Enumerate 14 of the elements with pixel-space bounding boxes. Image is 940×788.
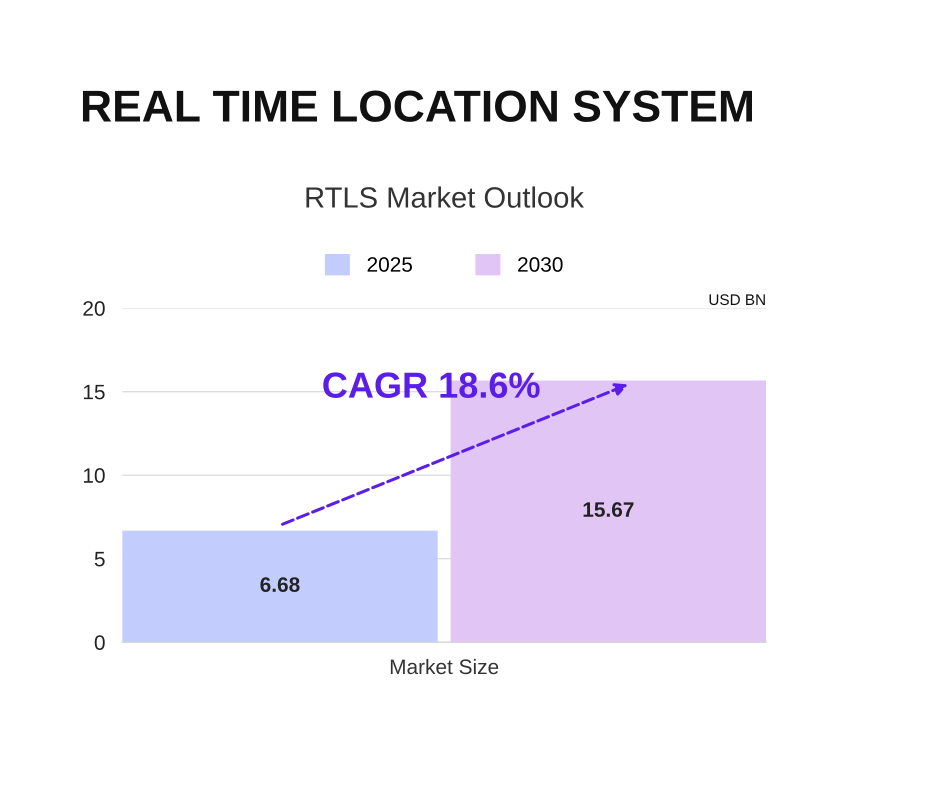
y-tick-label: 10 [84, 468, 105, 483]
annotation: CAGR 18.6% [323, 372, 540, 398]
y-tick-label: 0 [94, 635, 105, 650]
chart-subtitle: RTLS Market Outlook [306, 186, 584, 208]
y-tick-label: 20 [83, 301, 105, 316]
y-axis-title: USD BN [710, 294, 765, 306]
y-tick-label: 5 [94, 552, 105, 566]
data-label: 15.67 [584, 502, 634, 517]
chart-title: REAL TIME LOCATION SYSTEM [82, 90, 752, 122]
y-tick-label: 15 [84, 384, 105, 400]
x-tick-label: Market Size [390, 658, 498, 674]
data-label: 6.68 [260, 577, 300, 592]
legend-label: 2030 [518, 257, 563, 272]
legend-label: 2025 [368, 257, 412, 272]
